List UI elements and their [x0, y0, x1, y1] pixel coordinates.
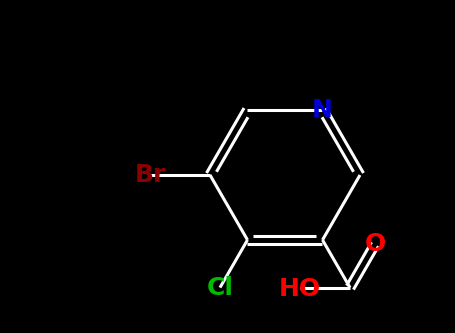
Text: N: N [311, 98, 332, 122]
Text: HO: HO [278, 277, 320, 301]
Text: O: O [364, 232, 385, 256]
Text: Br: Br [134, 163, 165, 187]
Text: Cl: Cl [206, 276, 233, 300]
